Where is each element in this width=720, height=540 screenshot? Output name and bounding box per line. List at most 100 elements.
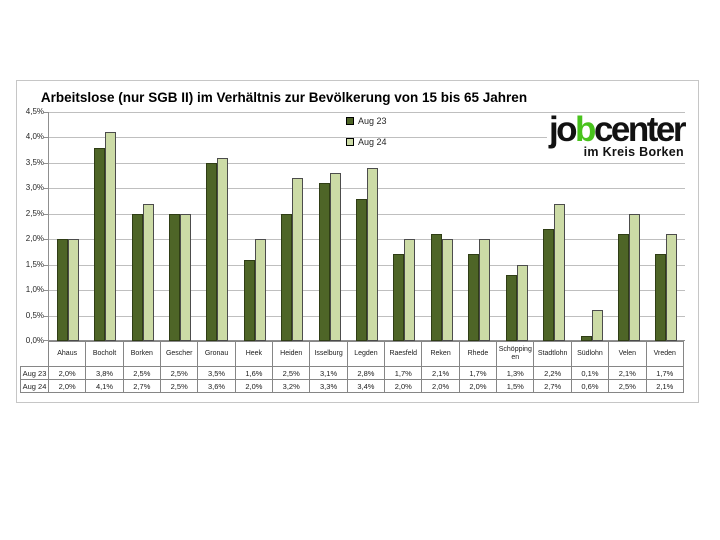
table-cell: 3,5% (197, 366, 236, 380)
bar-aug23-gronau (206, 163, 218, 341)
table-cell: 1,6% (234, 366, 274, 380)
bar-aug24-raesfeld (404, 239, 416, 341)
table-col-header-heiden: Heiden (272, 341, 311, 367)
bar-aug23-schöppingen (505, 275, 517, 341)
logo-thumb-b-icon: b (575, 110, 596, 149)
y-axis-tick (44, 265, 49, 266)
bar-aug24-vreden (666, 234, 678, 341)
bar-aug23-borken (131, 214, 143, 341)
y-axis-tick (44, 188, 49, 189)
y-axis-label: 2,0% (25, 234, 44, 243)
bar-aug24-velen (628, 214, 640, 341)
legend-swatch-aug23 (346, 117, 354, 125)
bar-aug23-bocholt (94, 148, 106, 341)
gridline (49, 137, 685, 138)
table-cell: 2,0% (421, 379, 460, 393)
y-axis-label: 0,0% (25, 336, 44, 345)
y-axis-label: 1,5% (25, 260, 44, 269)
bar-aug24-schöppingen (516, 265, 528, 341)
plot-area (44, 112, 685, 341)
y-axis-label: 2,5% (25, 209, 44, 218)
bar-aug24-legden (367, 168, 378, 341)
table-col-header-gronau: Gronau (197, 341, 236, 367)
table-cell: 4,1% (85, 379, 124, 393)
table-cell: 2,7% (533, 379, 572, 393)
table-cell: 3,6% (197, 379, 236, 393)
y-axis-tick (44, 214, 49, 215)
bar-aug23-stadtlohn (543, 229, 555, 341)
bar-aug23-velen (617, 234, 629, 341)
gridline (49, 112, 685, 113)
table-cell: 2,5% (160, 366, 199, 380)
table-cell: 2,5% (608, 379, 647, 393)
bar-aug23-rhede (468, 254, 480, 341)
bar-aug24-heek (254, 239, 266, 341)
bar-aug24-gescher (179, 214, 191, 341)
table-cell: 0,1% (570, 366, 610, 380)
bar-aug24-reken (441, 239, 453, 341)
table-cell: 2,5% (160, 379, 199, 393)
table-col-header-isselburg: Isselburg (309, 341, 348, 367)
table-cell: 2,2% (533, 366, 572, 380)
y-axis-label: 4,5% (25, 107, 44, 116)
bar-aug23-legden (356, 199, 367, 341)
y-axis-tick (44, 163, 49, 164)
bar-aug23-heek (243, 260, 255, 341)
table-cell: 2,1% (608, 366, 647, 380)
table-cell: 3,8% (85, 366, 124, 380)
table-col-header-stadtlohn: Stadtlohn (533, 341, 572, 367)
table-cell: 2,5% (272, 366, 311, 380)
bar-aug24-ahaus (67, 239, 79, 341)
table-col-header-raesfeld: Raesfeld (384, 341, 423, 367)
y-axis-tick (44, 137, 49, 138)
bar-aug24-borken (142, 204, 154, 341)
bar-aug23-vreden (655, 254, 667, 341)
jobcenter-logo-subtitle: im Kreis Borken (583, 145, 684, 160)
y-axis-label: 4,0% (25, 132, 44, 141)
bar-aug23-südlohn (580, 336, 592, 341)
table-cell: 2,0% (47, 379, 87, 393)
bar-aug24-rhede (479, 239, 491, 341)
table-col-header-borken: Borken (122, 341, 162, 367)
table-cell: 2,5% (122, 366, 162, 380)
bar-aug23-ahaus (56, 239, 68, 341)
y-axis-label: 0,5% (25, 311, 44, 320)
table-cell: 1,7% (458, 366, 498, 380)
y-axis-tick (44, 112, 49, 113)
bar-aug23-gescher (168, 214, 180, 341)
table-cell: 3,3% (309, 379, 348, 393)
table-cell: 2,0% (234, 379, 274, 393)
table-cell: 2,0% (458, 379, 498, 393)
table-col-header-gescher: Gescher (160, 341, 199, 367)
table-row-header-aug23: Aug 23 (20, 366, 49, 380)
y-axis-label: 3,0% (25, 183, 44, 192)
table-cell: 3,2% (272, 379, 311, 393)
table-cell: 2,1% (421, 366, 460, 380)
chart-legend: Aug 23 Aug 24 (346, 115, 387, 157)
logo-text-jo: jo (548, 110, 578, 149)
table-cell: 0,6% (570, 379, 610, 393)
y-axis-label: 3,5% (25, 158, 44, 167)
chart-frame: Arbeitslose (nur SGB II) im Verhältnis z… (16, 80, 699, 403)
table-cell: 1,5% (496, 379, 535, 393)
y-axis-tick (44, 290, 49, 291)
bar-aug23-heiden (281, 214, 293, 341)
table-col-header-heek: Heek (234, 341, 274, 367)
table-col-header-bocholt: Bocholt (85, 341, 124, 367)
jobcenter-logo-wordmark: jobcenter (549, 112, 687, 147)
bar-aug23-raesfeld (393, 254, 405, 341)
data-table: Ahaus Bocholt Borken Gescher Gronau Heek Heide… (20, 341, 684, 393)
gridline (49, 163, 685, 164)
legend-swatch-aug24 (346, 138, 354, 146)
table-corner-spacer (21, 342, 49, 367)
y-axis-tick (44, 340, 49, 341)
y-axis-tick (44, 239, 49, 240)
bar-aug23-isselburg (318, 183, 330, 341)
table-cell: 3,4% (346, 379, 386, 393)
table-col-header-legden: Legden (346, 341, 386, 367)
bar-aug24-stadtlohn (554, 204, 566, 341)
table-col-header-reken: Reken (421, 341, 460, 367)
table-row-header-aug24: Aug 24 (20, 379, 49, 393)
y-axis-tick (44, 316, 49, 317)
chart-title: Arbeitslose (nur SGB II) im Verhältnis z… (40, 90, 528, 105)
